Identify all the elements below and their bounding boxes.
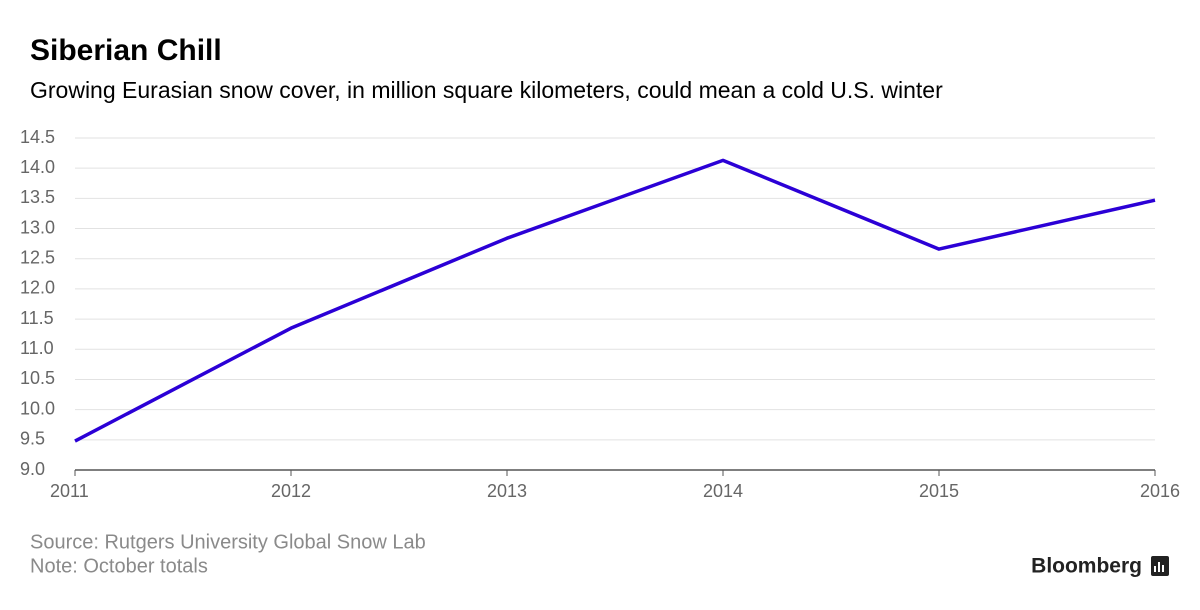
brand-icon: [1151, 556, 1169, 576]
y-tick-label: 13.5: [20, 187, 55, 207]
footnote: Note: October totals: [30, 555, 208, 577]
x-tick-label: 2016: [1140, 481, 1180, 501]
x-tick-label: 2011: [50, 481, 89, 501]
x-tick-label: 2012: [271, 481, 311, 501]
chart-subtitle: Growing Eurasian snow cover, in million …: [30, 77, 943, 103]
x-tick-label: 2014: [703, 481, 743, 501]
y-tick-label: 12.0: [20, 278, 55, 298]
x-tick-label: 2015: [919, 481, 959, 501]
brand-logo: Bloomberg: [1031, 555, 1142, 578]
y-tick-label: 13.0: [20, 217, 55, 237]
y-tick-label: 9.5: [20, 429, 45, 449]
y-tick-label: 14.5: [20, 127, 55, 147]
source-note: Source: Rutgers University Global Snow L…: [30, 531, 426, 553]
data-line: [74, 158, 1156, 443]
y-tick-label: 10.5: [20, 368, 55, 388]
y-tick-label: 11.5: [20, 308, 54, 328]
chart-title: Siberian Chill: [30, 34, 222, 67]
y-tick-label: 11.0: [20, 338, 54, 358]
y-tick-label: 9.0: [20, 459, 45, 479]
y-tick-label: 10.0: [20, 398, 55, 418]
x-tick-label: 2013: [487, 481, 527, 501]
y-tick-label: 14.0: [20, 157, 55, 177]
y-tick-label: 12.5: [20, 247, 55, 267]
